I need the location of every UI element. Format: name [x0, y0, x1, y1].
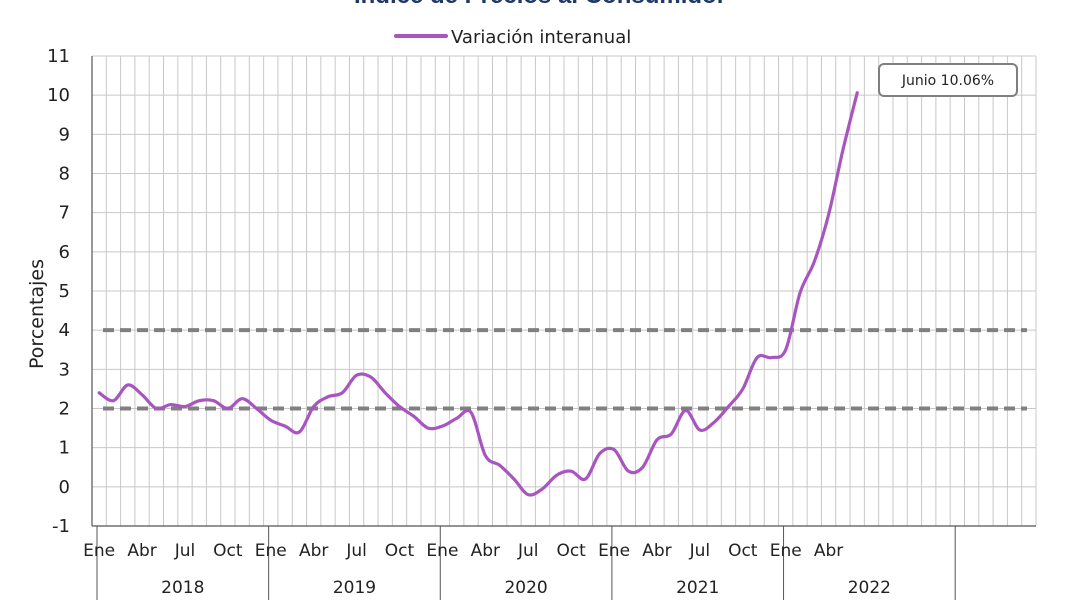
- x-tick-label: Ene: [426, 541, 458, 561]
- y-tick-label: 8: [59, 164, 70, 185]
- y-tick-label: -1: [52, 516, 70, 537]
- y-tick-label: 9: [59, 124, 70, 145]
- x-axis: 2018 2019 2020 2021 2022 Ene Abr Jul Oct Ene Abr Ju…: [83, 525, 1036, 600]
- gridlines: [91, 55, 1037, 527]
- x-tick-label: Abr: [642, 541, 671, 561]
- year-label: 2018: [161, 578, 204, 598]
- x-tick-label: Abr: [471, 541, 500, 561]
- x-tick-label: Jul: [345, 541, 367, 561]
- y-tick-label: 11: [47, 46, 70, 67]
- x-tick-label: Oct: [385, 541, 415, 561]
- y-tick-labels: -1 0 1 2 3 4 5 6 7 8 9 10 11: [47, 46, 70, 537]
- x-tick-label: Oct: [728, 541, 758, 561]
- year-label: 2022: [848, 578, 891, 598]
- annotation-frame: [878, 63, 1018, 97]
- x-tick-label: Abr: [299, 541, 328, 561]
- x-tick-label: Abr: [814, 541, 843, 561]
- legend-label: Variación interanual: [451, 27, 631, 48]
- y-axis-label: Porcentajes: [26, 259, 48, 369]
- year-label: 2021: [676, 578, 719, 598]
- x-tick-label: Ene: [770, 541, 802, 561]
- legend: Variación interanual: [394, 27, 631, 48]
- annotation-box: Junio 10.06%: [878, 63, 1018, 97]
- y-tick-label: 2: [59, 399, 70, 420]
- y-tick-label: 3: [59, 359, 70, 380]
- x-tick-label: Jul: [174, 541, 196, 561]
- x-tick-label: Jul: [689, 541, 711, 561]
- y-tick-label: 4: [59, 320, 70, 341]
- x-tick-label: Oct: [213, 541, 243, 561]
- chart-title: Índice de Precios al Consumidor: [354, 0, 726, 9]
- x-tick-label: Ene: [83, 541, 115, 561]
- series-line-variacion-interanual: [97, 91, 859, 497]
- y-tick-label: 0: [59, 477, 70, 498]
- year-label: 2019: [333, 578, 376, 598]
- y-tick-label: 1: [59, 438, 70, 459]
- y-tick-label: 5: [59, 281, 70, 302]
- y-tick-label: 7: [59, 203, 70, 224]
- annotation-label: Junio 10.06%: [901, 73, 994, 89]
- x-tick-label: Jul: [517, 541, 539, 561]
- x-tick-label: Ene: [598, 541, 630, 561]
- y-tick-label: 6: [59, 242, 70, 263]
- x-tick-label: Ene: [255, 541, 287, 561]
- year-label: 2020: [504, 578, 547, 598]
- x-tick-label: Oct: [556, 541, 586, 561]
- y-tick-label: 10: [47, 85, 70, 106]
- x-tick-label: Abr: [127, 541, 156, 561]
